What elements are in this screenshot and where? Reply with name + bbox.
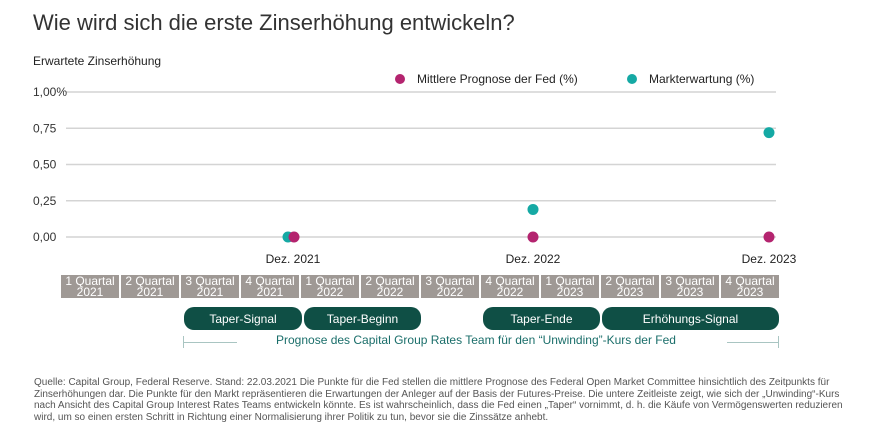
chart-title: Wie wird sich die erste Zinserhöhung ent…: [33, 10, 515, 35]
legend-market-marker: [627, 74, 637, 84]
x-tick-label: Dez. 2022: [506, 252, 561, 266]
phase-taper-ende: Taper-Ende: [483, 307, 600, 330]
forecast-label: Prognose des Capital Group Rates Team fü…: [276, 333, 676, 347]
quarter-year: 2023: [736, 285, 764, 299]
y-axis-label: Erwartete Zinserhöhung: [33, 54, 162, 68]
quarter-label: 4 Quartal: [485, 274, 535, 288]
quarter-label: 2 Quartal: [605, 274, 655, 288]
quarter-cell: 4 Quartal 2023: [721, 275, 779, 298]
quarter-timeline: 1 Quartal 2021 2 Quartal 2021 3 Quartal 2021 4…: [61, 275, 779, 298]
market-point: [527, 203, 539, 215]
quarter-year: 2023: [556, 285, 584, 299]
bracket-right-tick: [778, 336, 779, 348]
quarter-label: 3 Quartal: [185, 274, 235, 288]
bracket-right-line: [727, 342, 779, 343]
quarter-year: 2021: [196, 285, 224, 299]
phase-erhoehungs-signal: Erhöhungs-Signal: [602, 307, 779, 330]
quarter-year: 2021: [256, 285, 284, 299]
quarter-label: 3 Quartal: [425, 274, 475, 288]
quarter-cell: 2 Quartal 2023: [601, 275, 659, 298]
quarter-label: 4 Quartal: [725, 274, 775, 288]
quarter-cell: 4 Quartal 2022: [481, 275, 539, 298]
quarter-label: 4 Quartal: [245, 274, 295, 288]
fed-point: [527, 231, 539, 243]
quarter-year: 2022: [316, 285, 344, 299]
quarter-cell: 3 Quartal 2021: [181, 275, 239, 298]
quarter-year: 2022: [496, 285, 524, 299]
quarter-year: 2023: [616, 285, 644, 299]
x-tick-label: Dez. 2023: [742, 252, 797, 266]
quarter-label: 3 Quartal: [665, 274, 715, 288]
y-tick-label: 1,00%: [33, 85, 67, 99]
quarter-year: 2021: [136, 285, 164, 299]
bracket-left-line: [183, 342, 237, 343]
y-tick-label: 0,75: [33, 121, 57, 135]
quarter-cell: 2 Quartal 2021: [121, 275, 179, 298]
legend-market-label: Markterwartung (%): [649, 72, 755, 86]
quarter-cell: 1 Quartal 2021: [61, 275, 119, 298]
legend-fed: Mittlere Prognose der Fed (%): [395, 72, 578, 86]
phase-taper-signal: Taper-Signal: [184, 307, 302, 330]
source-note: Quelle: Capital Group, Federal Reserve. …: [34, 377, 843, 423]
fed-point: [288, 231, 300, 243]
quarter-cell: 1 Quartal 2023: [541, 275, 599, 298]
plot-area: 1,00% 0,75 0,50 0,25 0,00 Dez. 2021 Dez. 2022…: [33, 85, 797, 266]
fed-point: [763, 231, 775, 243]
quarter-cell: 4 Quartal 2021: [241, 275, 299, 298]
phase-taper-beginn: Taper-Beginn: [304, 307, 421, 330]
legend-market: Markterwartung (%): [627, 72, 754, 86]
y-tick-label: 0,50: [33, 158, 57, 172]
quarter-year: 2021: [76, 285, 104, 299]
quarter-cell: 3 Quartal 2022: [421, 275, 479, 298]
quarter-year: 2023: [676, 285, 704, 299]
legend-fed-label: Mittlere Prognose der Fed (%): [417, 72, 578, 86]
y-tick-label: 0,00: [33, 230, 57, 244]
y-tick-label: 0,25: [33, 194, 57, 208]
quarter-cell: 2 Quartal 2022: [361, 275, 419, 298]
quarter-label: 2 Quartal: [125, 274, 175, 288]
quarter-cell: 1 Quartal 2022: [301, 275, 359, 298]
quarter-cell: 3 Quartal 2023: [661, 275, 719, 298]
legend-fed-marker: [395, 74, 405, 84]
quarter-label: 1 Quartal: [545, 274, 595, 288]
quarter-year: 2022: [376, 285, 404, 299]
quarter-label: 2 Quartal: [365, 274, 415, 288]
quarter-label: 1 Quartal: [65, 274, 115, 288]
quarter-label: 1 Quartal: [305, 274, 355, 288]
quarter-year: 2022: [436, 285, 464, 299]
x-tick-label: Dez. 2021: [266, 252, 321, 266]
market-point: [763, 127, 775, 139]
